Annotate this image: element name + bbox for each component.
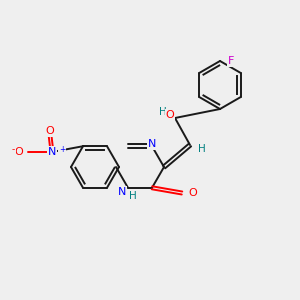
Text: O: O [188, 188, 197, 198]
Text: N: N [148, 139, 156, 149]
Text: +: + [59, 146, 65, 154]
Text: N: N [118, 187, 126, 197]
Text: N: N [48, 147, 56, 157]
Text: F: F [228, 56, 234, 66]
Text: H: H [198, 144, 206, 154]
Text: O: O [14, 147, 23, 157]
Text: O: O [46, 126, 54, 136]
Text: -: - [12, 146, 15, 154]
Text: O: O [166, 110, 174, 120]
Text: H: H [129, 191, 137, 201]
Text: H: H [159, 107, 167, 117]
